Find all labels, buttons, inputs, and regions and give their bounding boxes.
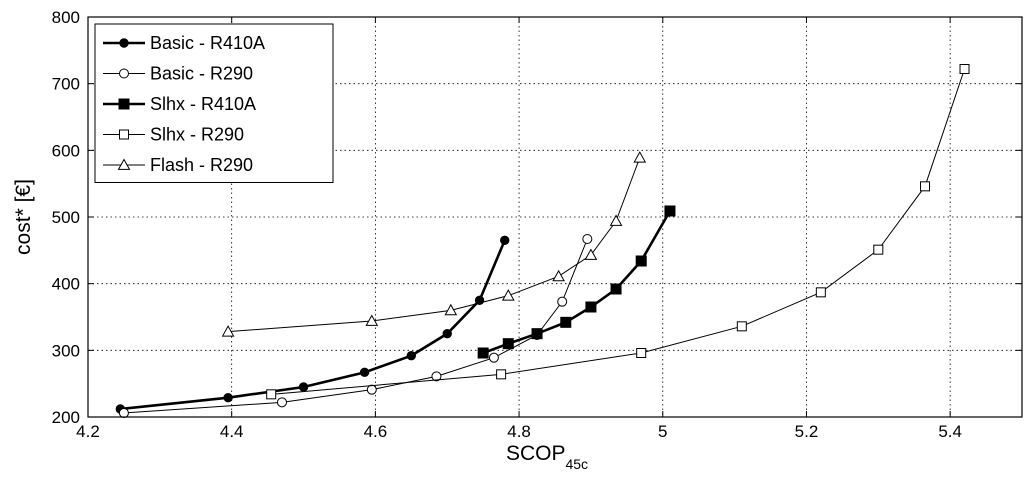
y-tick-label: 400	[52, 275, 80, 294]
data-point	[558, 297, 567, 306]
series-line	[120, 240, 504, 409]
data-point	[299, 383, 307, 391]
series-2	[478, 206, 675, 358]
y-axis-title: cost* [€]	[12, 179, 35, 255]
data-point	[583, 235, 592, 244]
legend-label: Slhx - R410A	[150, 94, 256, 114]
series-line	[483, 211, 670, 353]
data-point	[637, 349, 646, 358]
data-point	[816, 288, 825, 297]
data-point	[267, 390, 276, 399]
x-tick-label: 4.6	[364, 422, 388, 441]
data-point	[636, 256, 646, 266]
data-point	[443, 329, 451, 337]
data-point	[611, 284, 621, 294]
legend-marker	[119, 99, 129, 109]
series-0	[116, 236, 509, 413]
series-1	[119, 235, 591, 418]
legend: Basic - R410A Basic - R290 Slhx - R410A Slh…	[95, 24, 333, 183]
data-point	[561, 317, 571, 327]
x-axis-title-subscript: 45c	[565, 456, 588, 472]
legend-label: Slhx - R290	[150, 125, 244, 145]
data-point	[478, 348, 488, 358]
legend-label: Basic - R290	[150, 64, 253, 84]
data-point	[586, 302, 596, 312]
x-tick-label: 4.4	[220, 422, 244, 441]
series-3	[267, 65, 969, 399]
x-axis-title-main: SCOP	[506, 442, 566, 465]
x-tick-label: 5.2	[795, 422, 819, 441]
data-point	[665, 206, 675, 216]
x-tick-label: 5.4	[938, 422, 962, 441]
data-point	[532, 329, 542, 339]
series-line	[228, 158, 640, 332]
y-tick-label: 600	[52, 141, 80, 160]
legend-marker	[120, 39, 128, 47]
data-point	[224, 393, 232, 401]
data-point	[585, 250, 596, 260]
data-point	[407, 351, 415, 359]
legend-marker	[120, 130, 129, 139]
data-point	[503, 290, 514, 300]
data-point	[960, 65, 969, 74]
legend-marker	[120, 69, 129, 78]
legend-label: Basic - R410A	[150, 33, 265, 53]
data-point	[737, 322, 746, 331]
data-point	[367, 385, 376, 394]
x-tick-label: 5	[658, 422, 667, 441]
data-point	[497, 370, 506, 379]
data-point	[501, 236, 509, 244]
y-tick-label: 800	[52, 8, 80, 27]
y-tick-label: 500	[52, 208, 80, 227]
x-axis-title: SCOP45c	[506, 442, 588, 472]
y-tick-label: 200	[52, 408, 80, 427]
data-point	[921, 182, 930, 191]
y-tick-label: 300	[52, 341, 80, 360]
data-point	[119, 409, 128, 418]
data-point	[277, 398, 286, 407]
data-point	[503, 339, 513, 349]
data-point	[634, 152, 645, 162]
data-point	[553, 271, 564, 281]
x-tick-label: 4.8	[507, 422, 531, 441]
y-tick-label: 700	[52, 75, 80, 94]
legend-label: Flash - R290	[150, 155, 253, 175]
data-point	[874, 245, 883, 254]
data-point	[489, 353, 498, 362]
data-point	[360, 368, 368, 376]
